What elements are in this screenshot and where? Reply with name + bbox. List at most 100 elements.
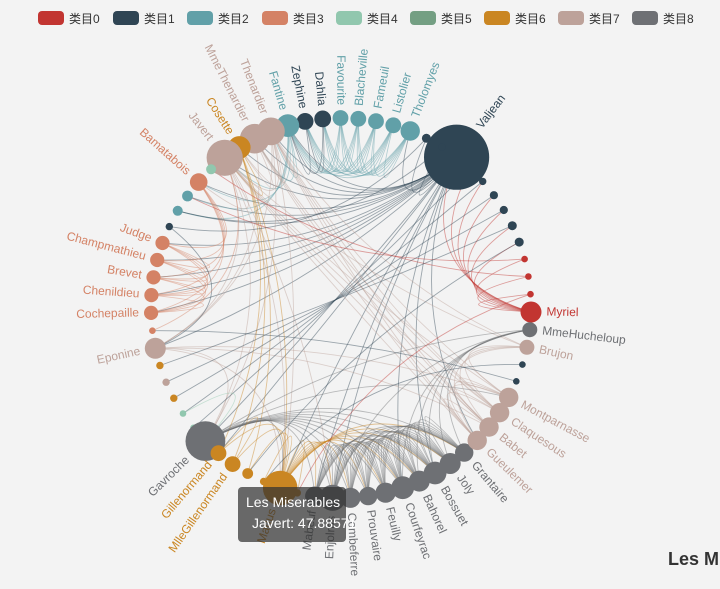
graph-node-courfeyrac[interactable]: [391, 476, 415, 500]
graph-link: [205, 420, 334, 498]
graph-link: [382, 433, 436, 493]
legend-item-0[interactable]: 类目0: [38, 8, 100, 28]
graph-link: [263, 435, 293, 489]
graph-link: [187, 125, 289, 210]
graph-link: [396, 428, 451, 488]
graph-node-bamatabois[interactable]: [189, 173, 208, 191]
graph-link: [377, 439, 404, 493]
graph-node-cochepaille[interactable]: [144, 305, 159, 320]
graph-link: [155, 347, 281, 489]
graph-link: [270, 131, 478, 441]
legend-item-8[interactable]: 类目8: [632, 8, 694, 28]
graph-node-zephine[interactable]: [296, 113, 314, 130]
graph-node[interactable]: [421, 133, 431, 143]
graph-link: [162, 156, 457, 246]
legend-label: 类目6: [515, 11, 546, 26]
node-label: Feuilly: [383, 505, 405, 542]
graph-node-favourite[interactable]: [332, 110, 349, 126]
graph-link: [224, 131, 279, 191]
graph-node-eponine[interactable]: [144, 337, 166, 359]
graph-link: [478, 293, 532, 313]
graph-node-fameuil[interactable]: [368, 113, 384, 130]
graph-node[interactable]: [149, 327, 156, 335]
graph-node-gillenormand[interactable]: [210, 445, 227, 462]
graph-link: [304, 118, 325, 173]
graph-node[interactable]: [514, 237, 524, 247]
graph-link: [151, 276, 205, 314]
graph-link: [254, 138, 490, 428]
graph-link: [438, 329, 530, 464]
graph-node[interactable]: [172, 205, 183, 216]
graph-node-tholomyes[interactable]: [400, 121, 420, 141]
graph-node[interactable]: [525, 273, 532, 280]
graph-node-grantaire[interactable]: [455, 443, 474, 462]
graph-node-feuilly[interactable]: [375, 482, 396, 503]
graph-node-valjean[interactable]: [424, 124, 490, 190]
graph-node[interactable]: [242, 468, 254, 479]
graph-link: [151, 242, 209, 296]
graph-node-mllegillenormand[interactable]: [224, 456, 241, 472]
legend-label: 类目8: [663, 11, 694, 26]
graph-link: [279, 441, 334, 498]
graph-node-mmehucheloup[interactable]: [522, 322, 538, 338]
node-label: Myriel: [546, 304, 578, 319]
legend-item-5[interactable]: 类目5: [410, 8, 472, 28]
graph-link: [463, 194, 532, 313]
graph-node-listolier[interactable]: [385, 117, 402, 134]
graph-link: [304, 118, 359, 172]
graph-link: [224, 157, 286, 489]
graph-node[interactable]: [513, 378, 520, 385]
graph-link: [416, 329, 530, 482]
legend-swatch: [484, 11, 510, 25]
graph-link: [205, 414, 436, 474]
graph-node[interactable]: [165, 222, 173, 231]
graph-node-chenildieu[interactable]: [144, 288, 159, 303]
legend-item-7[interactable]: 类目7: [558, 8, 620, 28]
graph-node-claquesous[interactable]: [489, 403, 510, 423]
legend-item-3[interactable]: 类目3: [262, 8, 324, 28]
legend-item-4[interactable]: 类目4: [336, 8, 398, 28]
graph-link: [205, 384, 509, 442]
graph-node[interactable]: [438, 143, 446, 151]
graph-node-blacheville[interactable]: [350, 110, 367, 127]
graph-node-judge[interactable]: [155, 235, 170, 251]
graph-node[interactable]: [170, 394, 178, 402]
legend-item-1[interactable]: 类目1: [113, 8, 175, 28]
graph-node[interactable]: [499, 205, 508, 215]
graph-link: [476, 258, 532, 313]
graph-node[interactable]: [507, 221, 517, 231]
graph-node-javert[interactable]: [206, 139, 243, 176]
graph-link: [340, 117, 377, 172]
graph-link: [453, 346, 527, 441]
graph-node-brevet[interactable]: [146, 270, 161, 285]
graph-node[interactable]: [479, 177, 487, 186]
legend-label: 类目7: [589, 11, 620, 26]
legend-item-6[interactable]: 类目6: [484, 8, 546, 28]
graph-link: [218, 416, 259, 465]
graph-node[interactable]: [206, 164, 217, 175]
graph-node-montparnasse[interactable]: [499, 387, 519, 408]
graph-node-babet[interactable]: [479, 417, 499, 437]
graph-node-brujon[interactable]: [519, 339, 535, 355]
graph-node-myriel[interactable]: [520, 301, 542, 323]
graph-node-dahlia[interactable]: [314, 110, 332, 128]
graph-node-joly[interactable]: [439, 453, 461, 474]
graph-node[interactable]: [489, 191, 498, 200]
graph-node-gueulemer[interactable]: [467, 430, 487, 451]
graph-link: [155, 346, 509, 398]
graph-node[interactable]: [182, 190, 193, 202]
graph-link: [380, 437, 420, 493]
graph-node[interactable]: [179, 410, 187, 417]
graph-node[interactable]: [156, 361, 164, 370]
graph-node-prouvaire[interactable]: [358, 486, 378, 506]
graph-link: [254, 138, 478, 441]
graph-link: [314, 444, 334, 498]
graph-node-champmathieu[interactable]: [150, 252, 165, 268]
graph-node[interactable]: [521, 255, 528, 263]
graph-node[interactable]: [527, 290, 534, 298]
graph-node[interactable]: [519, 361, 526, 368]
graph-node[interactable]: [162, 378, 170, 386]
legend-swatch: [410, 11, 436, 25]
legend-item-2[interactable]: 类目2: [187, 8, 249, 28]
node-label: Favourite: [334, 55, 348, 105]
